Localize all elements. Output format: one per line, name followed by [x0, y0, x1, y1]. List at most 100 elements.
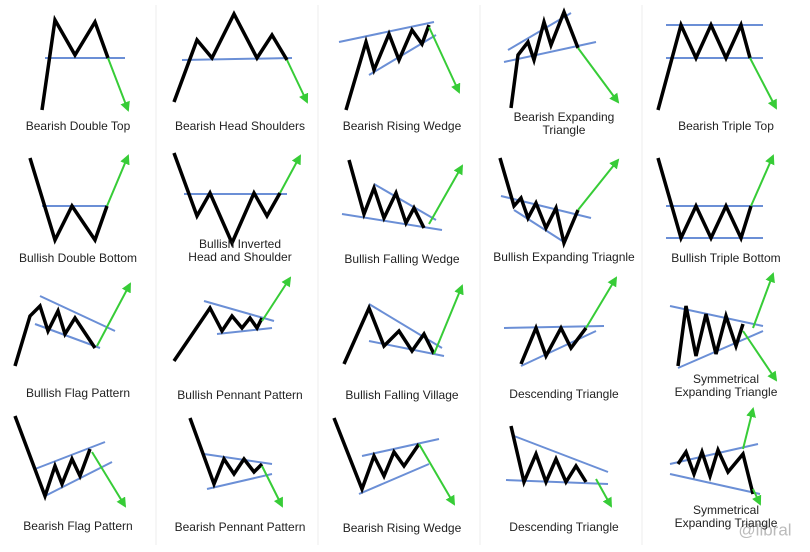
pattern-label: Bearish Expanding [514, 110, 615, 124]
price-line [13, 415, 92, 502]
breakout-arrow [286, 59, 309, 104]
pattern-cell: Bearish Triple Top [656, 19, 777, 133]
pattern-cell: Descending Triangle [503, 276, 619, 401]
breakout-arrow [752, 488, 762, 506]
pattern-label: Bullish Flag Pattern [26, 386, 130, 400]
pattern-label: Bullish Inverted [199, 237, 281, 251]
pattern-cell: Descending Triangle [505, 425, 619, 534]
trend-line [203, 453, 273, 465]
trend-line [206, 473, 273, 490]
trend-line [338, 21, 435, 43]
breakout-arrow [752, 272, 775, 329]
trend-line [203, 300, 275, 322]
pattern-label: Expanding Triangle [675, 385, 778, 399]
pattern-label: Descending Triangle [509, 387, 619, 401]
pattern-cell: Bearish Rising Wedge [338, 21, 462, 133]
trend-line [39, 295, 116, 332]
price-line [40, 14, 110, 111]
pattern-label: Descending Triangle [509, 520, 619, 534]
price-line [28, 157, 109, 245]
trend-line [669, 473, 761, 495]
trend-line [216, 327, 273, 335]
pattern-label: Expanding Triangle [675, 516, 778, 530]
breakout-arrow [428, 26, 461, 94]
pattern-cell: Bearish Head Shoulders [172, 10, 309, 133]
separators [155, 5, 643, 545]
pattern-cell: Bullish Double Bottom [19, 154, 137, 265]
pattern-label: Bearish Pennant Pattern [175, 520, 306, 534]
watermark: @libral [738, 520, 791, 539]
pattern-cell: Bearish Pennant Pattern [175, 417, 306, 534]
pattern-cell: Bearish Rising Wedge [332, 417, 462, 535]
trend-line [520, 330, 597, 367]
breakout-arrow [428, 164, 463, 225]
pattern-label: Bullish Double Bottom [19, 251, 137, 265]
pattern-label: Triangle [543, 123, 586, 137]
pattern-label: Bullish Pennant Pattern [177, 388, 302, 402]
breakout-arrow [750, 154, 775, 207]
pattern-cell: Bullish Pennant Pattern [172, 276, 303, 402]
breakout-arrow [261, 465, 283, 508]
price-line [509, 425, 588, 488]
pattern-cell: Bearish Flag Pattern [13, 415, 133, 533]
price-line [656, 19, 752, 111]
trend-line [368, 303, 443, 349]
trend-line [34, 441, 106, 470]
pattern-label: Bearish Rising Wedge [343, 521, 462, 535]
price-line [172, 152, 282, 248]
breakout-arrow [96, 282, 131, 347]
pattern-label: Head and Shoulder [188, 250, 291, 264]
pattern-label: Bullish Triple Bottom [671, 251, 780, 265]
trend-line [358, 463, 430, 495]
pattern-cell: Bullish Flag Pattern [13, 282, 131, 400]
price-line [342, 303, 436, 365]
pattern-label: Bearish Head Shoulders [175, 119, 305, 133]
breakout-arrow [91, 451, 127, 508]
pattern-label: Symmetrical [693, 503, 759, 517]
trend-line [361, 438, 440, 457]
breakout-arrow [577, 158, 620, 211]
pattern-label: Bearish Double Top [26, 119, 131, 133]
breakout-arrow [595, 478, 612, 508]
price-line [676, 445, 755, 495]
trend-line [181, 57, 293, 61]
breakout-arrow [279, 154, 301, 194]
pattern-label: Bullish Falling Wedge [344, 252, 459, 266]
breakout-arrow [585, 276, 618, 329]
pattern-label: Symmetrical [693, 372, 759, 386]
price-line [656, 157, 753, 243]
price-line [188, 417, 264, 489]
breakout-arrow [107, 57, 130, 112]
price-line [13, 302, 97, 367]
pattern-label: Bullish Falling Village [345, 388, 459, 402]
price-line [344, 24, 431, 111]
breakout-arrow [749, 57, 777, 110]
breakout-arrow [106, 154, 130, 207]
breakout-arrow [742, 407, 756, 450]
price-line [347, 159, 426, 229]
trend-line [505, 479, 609, 485]
pattern-label: Bearish Rising Wedge [343, 119, 462, 133]
trend-line [341, 213, 443, 231]
pattern-cell: Bearish Double Top [26, 14, 131, 133]
breakout-arrow [261, 276, 292, 322]
breakout-arrow [433, 284, 464, 355]
pattern-cell: Bullish Expanding Triagnle [493, 157, 635, 264]
price-line [172, 304, 264, 362]
trend-line [513, 209, 565, 243]
trend-line [513, 435, 609, 473]
pattern-cell: Bullish Falling Village [342, 284, 464, 402]
pattern-label: Bullish Expanding Triagnle [493, 250, 635, 264]
price-line [676, 305, 745, 367]
breakout-arrow [742, 330, 778, 382]
trend-line [373, 183, 437, 221]
price-line [519, 323, 588, 365]
price-line [509, 7, 580, 109]
pattern-cell: Bullish Triple Bottom [656, 154, 781, 265]
pattern-cell: Bullish Falling Wedge [341, 159, 463, 266]
